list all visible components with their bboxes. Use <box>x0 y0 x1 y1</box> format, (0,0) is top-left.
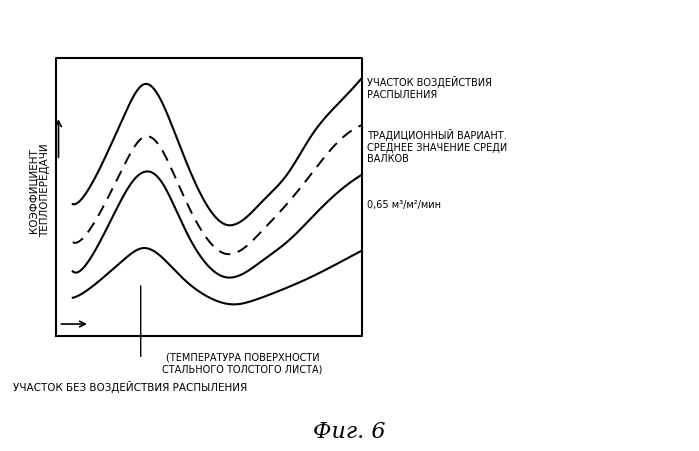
Text: КОЭФФИЦИЕНТ
ТЕПЛОПЕРЕДАЧИ: КОЭФФИЦИЕНТ ТЕПЛОПЕРЕДАЧИ <box>28 143 50 237</box>
Text: Фиг. 6: Фиг. 6 <box>313 420 386 442</box>
Text: (ТЕМПЕРАТУРА ПОВЕРХНОСТИ
СТАЛЬНОГО ТОЛСТОГО ЛИСТА): (ТЕМПЕРАТУРА ПОВЕРХНОСТИ СТАЛЬНОГО ТОЛСТ… <box>162 352 323 373</box>
Text: 0,65 м³/м²/мин: 0,65 м³/м²/мин <box>367 200 440 210</box>
Text: ТРАДИЦИОННЫЙ ВАРИАНТ.
СРЕДНЕЕ ЗНАЧЕНИЕ СРЕДИ
ВАЛКОВ: ТРАДИЦИОННЫЙ ВАРИАНТ. СРЕДНЕЕ ЗНАЧЕНИЕ С… <box>367 129 507 164</box>
Text: УЧАСТОК БЕЗ ВОЗДЕЙСТВИЯ РАСПЫЛЕНИЯ: УЧАСТОК БЕЗ ВОЗДЕЙСТВИЯ РАСПЫЛЕНИЯ <box>13 380 247 392</box>
Text: УЧАСТОК ВОЗДЕЙСТВИЯ
РАСПЫЛЕНИЯ: УЧАСТОК ВОЗДЕЙСТВИЯ РАСПЫЛЕНИЯ <box>367 76 491 100</box>
